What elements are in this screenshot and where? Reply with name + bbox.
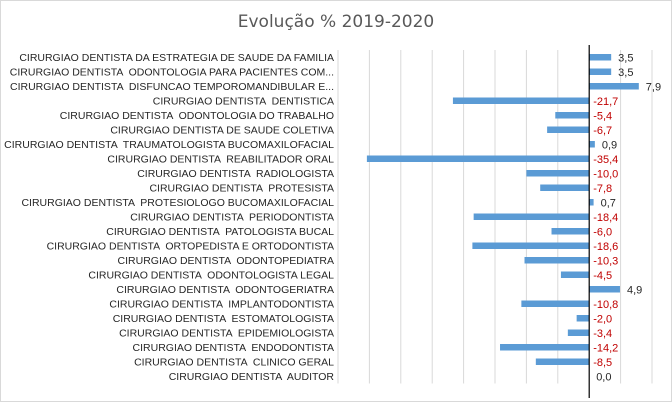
category-label: CIRURGIAO DENTISTA CLINICO GERAL: [134, 356, 334, 368]
category-label: CIRURGIAO DENTISTA IMPLANTODONTISTA: [109, 298, 334, 310]
category-label: CIRURGIAO DENTISTA DENTISTICA: [153, 95, 334, 107]
category-label: CIRURGIAO DENTISTA DISFUNCAO TEMPOROMAND…: [10, 81, 334, 93]
data-label: -18,6: [593, 241, 618, 253]
category-label: CIRURGIAO DENTISTA PERIODONTISTA: [130, 211, 334, 223]
bar: [560, 271, 590, 278]
category-labels: CIRURGIAO DENTISTA DA ESTRATEGIA DE SAUD…: [4, 52, 334, 383]
category-label: CIRURGIAO DENTISTA ODONTOLOGIA DO TRABAL…: [60, 110, 334, 122]
data-label: -10,3: [593, 255, 618, 267]
data-label: -10,0: [593, 168, 618, 180]
bar: [500, 344, 590, 351]
category-label: CIRURGIAO DENTISTA TRAUMATOLOGISTA BUCOM…: [4, 139, 334, 151]
category-label: CIRURGIAO DENTISTA DA ESTRATEGIA DE SAUD…: [19, 52, 334, 64]
bar: [366, 155, 590, 162]
bar: [576, 315, 590, 322]
category-label: CIRURGIAO DENTISTA ODONTOGERIATRA: [116, 284, 334, 296]
data-label: -6,7: [593, 125, 612, 137]
bar-series: [366, 54, 639, 380]
bar: [551, 228, 590, 235]
data-label: 0,0: [596, 371, 611, 383]
category-label: CIRURGIAO DENTISTA AUDITOR: [169, 371, 335, 383]
bar: [567, 329, 590, 336]
bar: [589, 286, 620, 293]
data-label: -4,5: [593, 270, 612, 282]
bar: [555, 112, 590, 119]
bar: [547, 126, 590, 133]
bar: [524, 257, 590, 264]
data-label: -18,4: [593, 212, 618, 224]
data-label: -5,4: [593, 110, 612, 122]
data-label: -35,4: [593, 154, 618, 166]
data-label: 3,5: [618, 52, 633, 64]
category-label: CIRURGIAO DENTISTA ORTOPEDISTA E ORTODON…: [47, 240, 334, 252]
category-label: CIRURGIAO DENTISTA ENDODONTISTA: [133, 342, 334, 354]
category-label: CIRURGIAO DENTISTA PROTESIOLOGO BUCOMAXI…: [21, 197, 334, 209]
bar: [589, 141, 595, 148]
data-label: -8,5: [593, 357, 612, 369]
bar: [589, 83, 639, 90]
chart-title: Evolução % 2019-2020: [238, 12, 435, 32]
bar: [472, 242, 590, 249]
bar: [473, 213, 590, 220]
category-label: CIRURGIAO DENTISTA PROTESISTA: [149, 182, 334, 194]
bar: [540, 184, 590, 191]
data-label: 0,9: [602, 139, 617, 151]
gridlines: [337, 50, 653, 384]
category-label: CIRURGIAO DENTISTA ESTOMATOLOGISTA: [113, 313, 334, 325]
data-label: 7,9: [646, 81, 661, 93]
data-label: -21,7: [593, 96, 618, 108]
data-label: 0,7: [601, 197, 616, 209]
data-label: -2,0: [593, 313, 612, 325]
bar: [452, 97, 590, 104]
category-label: CIRURGIAO DENTISTA REABILITADOR ORAL: [107, 153, 334, 165]
bar: [526, 170, 590, 177]
bar: [589, 68, 612, 75]
category-label: CIRURGIAO DENTISTA PATOLOGISTA BUCAL: [106, 226, 334, 238]
category-label: CIRURGIAO DENTISTA ODONTOLOGISTA LEGAL: [88, 269, 334, 281]
data-label: -6,0: [593, 226, 612, 238]
data-label: -3,4: [593, 328, 612, 340]
category-label: CIRURGIAO DENTISTA DE SAUDE COLETIVA: [110, 124, 334, 136]
category-label: CIRURGIAO DENTISTA ODONTOPEDIATRA: [118, 255, 334, 267]
data-label: -14,2: [593, 342, 618, 354]
bar: [589, 199, 594, 206]
bar: [589, 54, 612, 61]
bar: [535, 358, 590, 365]
category-label: CIRURGIAO DENTISTA RADIOLOGISTA: [137, 168, 334, 180]
category-label: CIRURGIAO DENTISTA EPIDEMIOLOGISTA: [119, 327, 334, 339]
data-label: -10,8: [593, 299, 618, 311]
bar: [521, 300, 590, 307]
category-label: CIRURGIAO DENTISTA ODONTOLOGIA PARA PACI…: [10, 66, 334, 78]
data-label: 4,9: [627, 284, 642, 296]
data-label: 3,5: [618, 67, 633, 79]
data-label: -7,8: [593, 183, 612, 195]
data-labels: 3,5 3,5 7,9 -21,7 -5,4 -6,7 0,9 -35,4 -10,0 -7,8 0…: [593, 52, 661, 383]
